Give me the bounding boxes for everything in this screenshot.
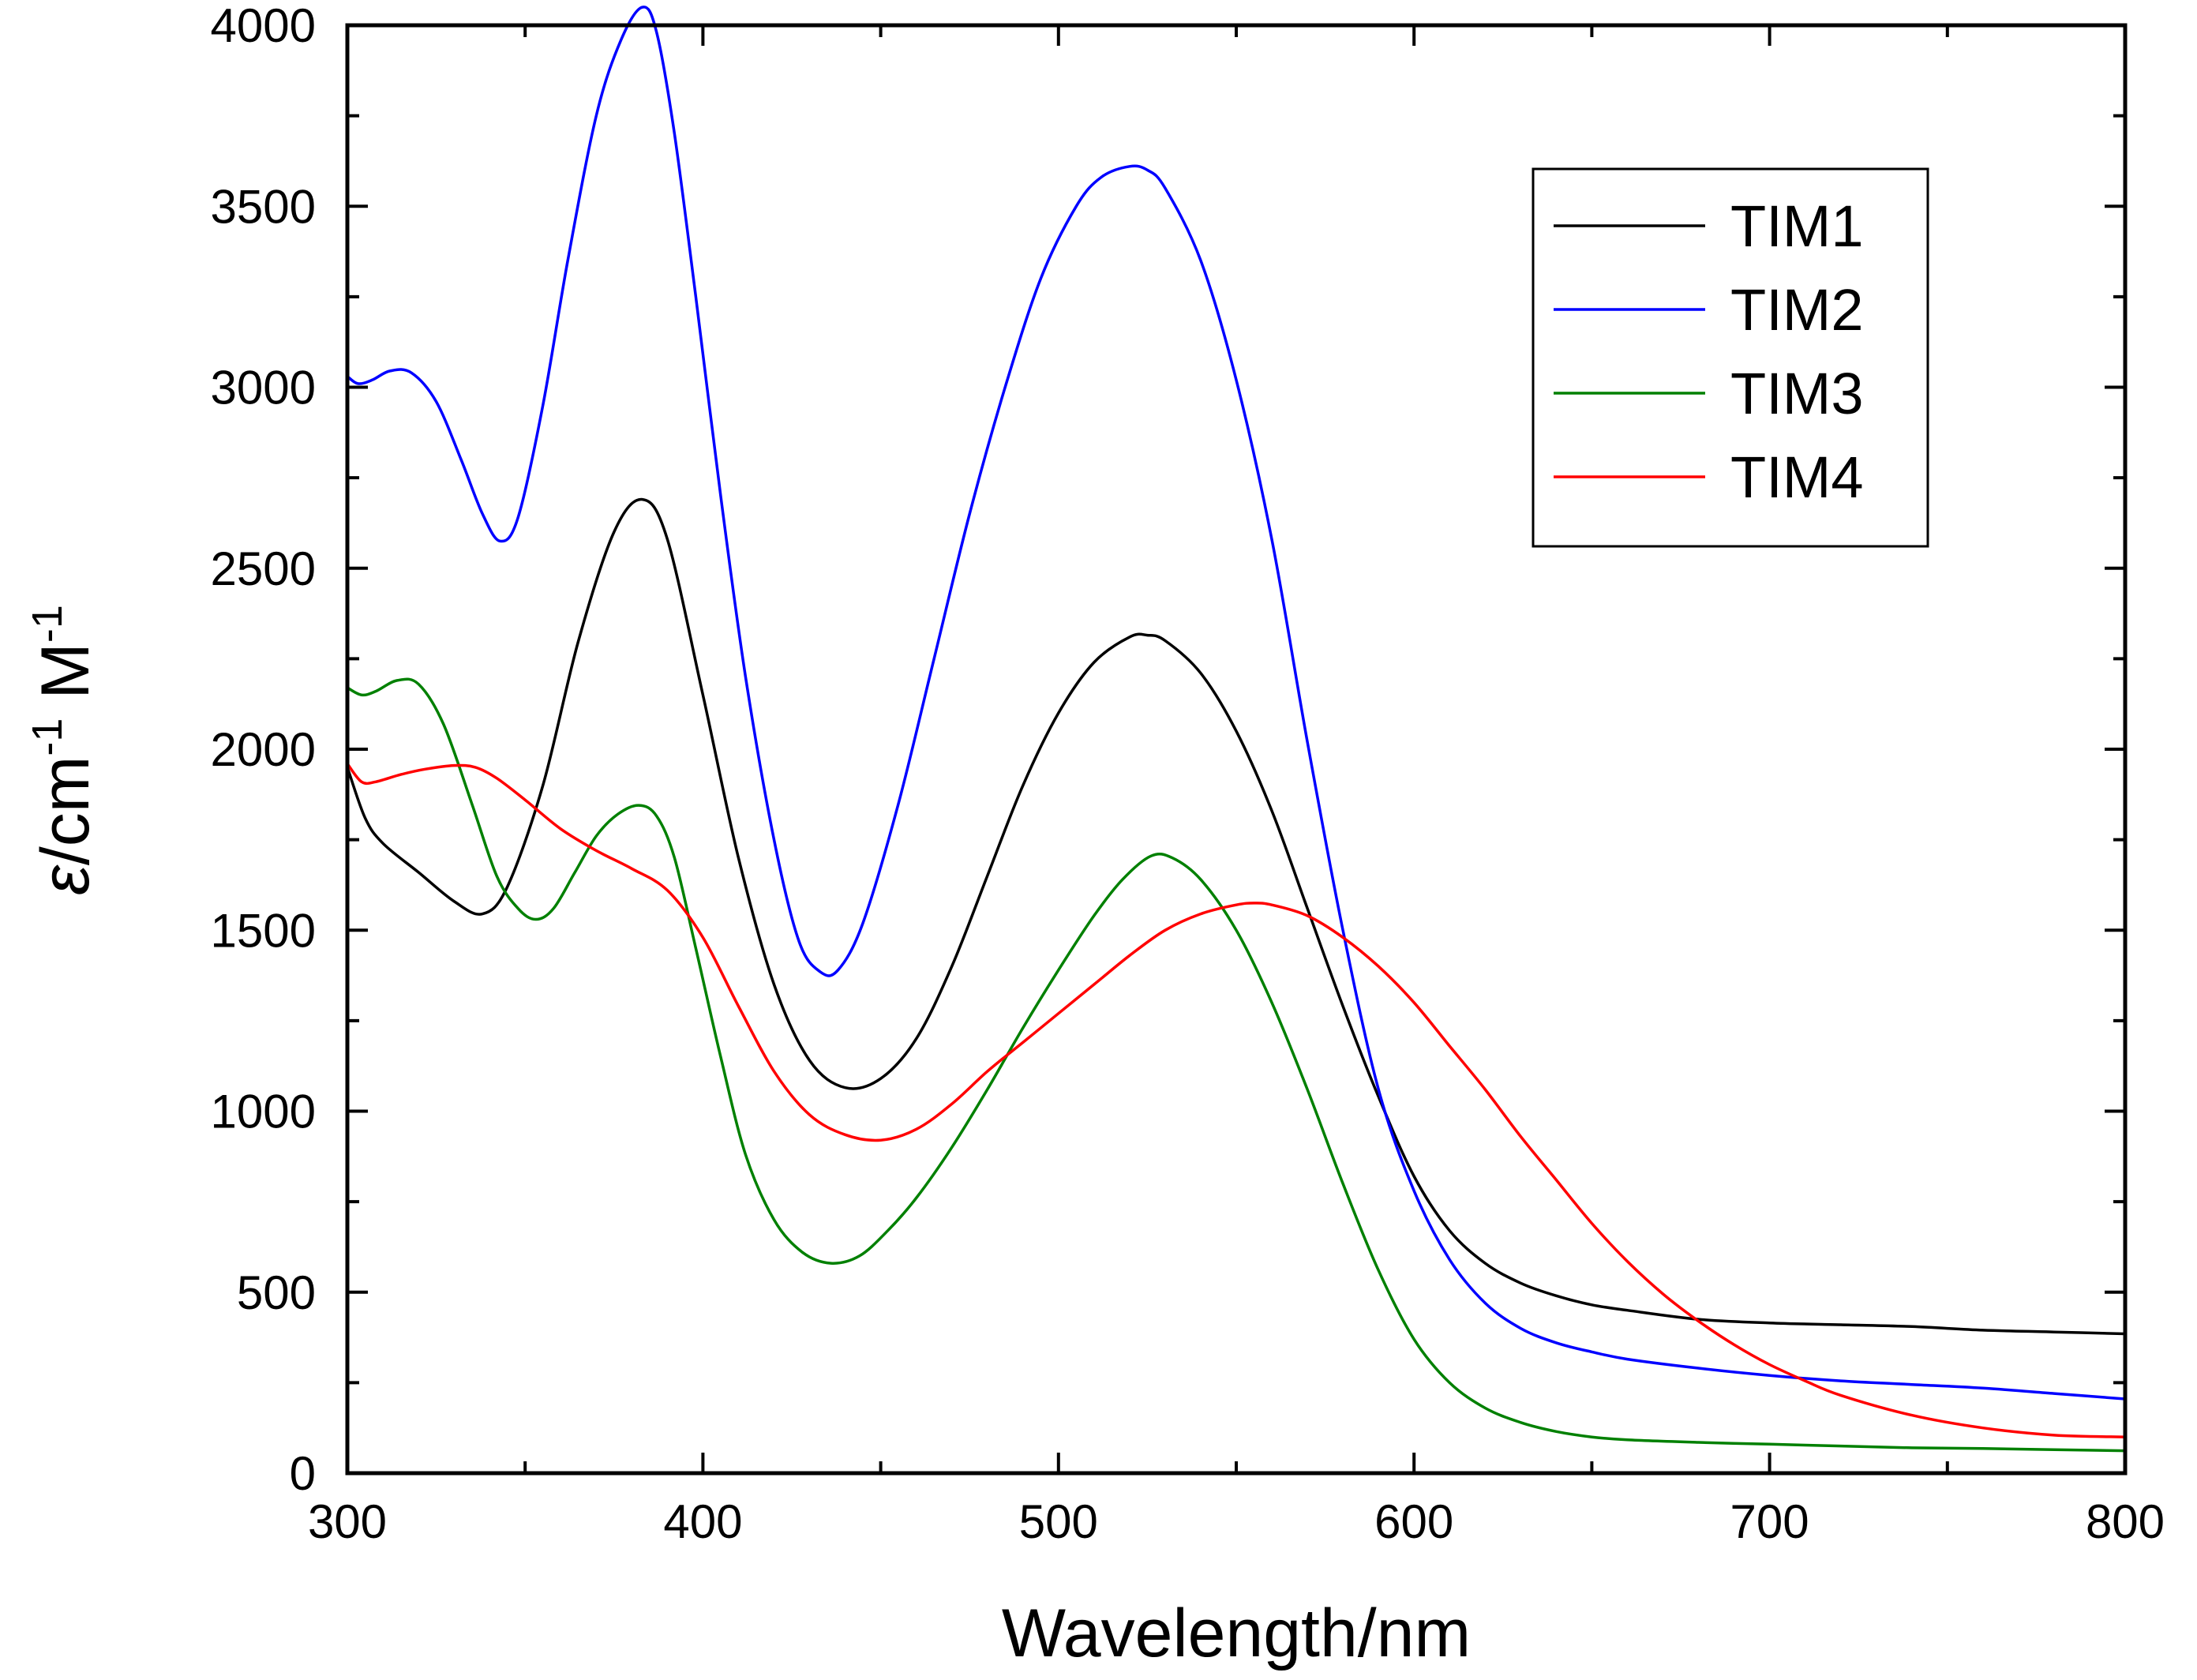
series-line-tim2 — [346, 6, 2127, 1401]
y-axis-title: ε/cm-1 M-1 — [24, 605, 103, 895]
y-tick-label: 0 — [290, 1447, 316, 1500]
labels-layer: 300 400 500 600 700 800 0 500 1000 1500 2000 2500 30… — [211, 0, 2165, 1548]
x-axis-title: Wavelength/nm — [1002, 1596, 1471, 1671]
legend-entries: TIM1 TIM2 TIM3 TIM4 — [1554, 193, 1864, 510]
x-tick-label: 300 — [308, 1495, 387, 1548]
x-tick-label: 800 — [2086, 1495, 2165, 1548]
legend-label-tim1: TIM1 — [1730, 193, 1864, 259]
series-line-tim4 — [346, 762, 2127, 1438]
plot-frame — [345, 23, 2128, 1476]
y-axis-symbol: ε — [28, 864, 103, 895]
y-axis-sup-b: -1 — [24, 605, 71, 643]
legend-label-tim2: TIM2 — [1730, 277, 1864, 343]
x-tick-label: 400 — [663, 1495, 742, 1548]
series-line-tim3 — [346, 677, 2127, 1453]
series-line-tim1 — [346, 497, 2127, 1336]
x-tick-label: 500 — [1019, 1495, 1098, 1548]
x-tick-label: 700 — [1730, 1495, 1809, 1548]
y-axis-sup-a: -1 — [24, 718, 71, 756]
y-tick-label: 2000 — [211, 723, 316, 776]
y-axis-unit-a: /cm — [28, 756, 103, 866]
legend-label-tim4: TIM4 — [1730, 444, 1864, 510]
legend-box — [1532, 167, 1929, 548]
y-tick-label: 1000 — [211, 1086, 316, 1138]
series-layer — [346, 6, 2127, 1453]
y-axis-unit-b: M — [28, 643, 103, 718]
y-tick-label: 4000 — [211, 0, 316, 52]
legend-label-tim3: TIM3 — [1730, 361, 1864, 426]
y-tick-label: 3500 — [211, 180, 316, 233]
legend: TIM1 TIM2 TIM3 TIM4 — [1532, 167, 1929, 548]
y-tick-label: 2500 — [211, 542, 316, 595]
y-tick-label: 3000 — [211, 362, 316, 414]
y-tick-label: 500 — [237, 1266, 316, 1319]
x-tick-label: 600 — [1374, 1495, 1453, 1548]
y-tick-label: 1500 — [211, 904, 316, 957]
